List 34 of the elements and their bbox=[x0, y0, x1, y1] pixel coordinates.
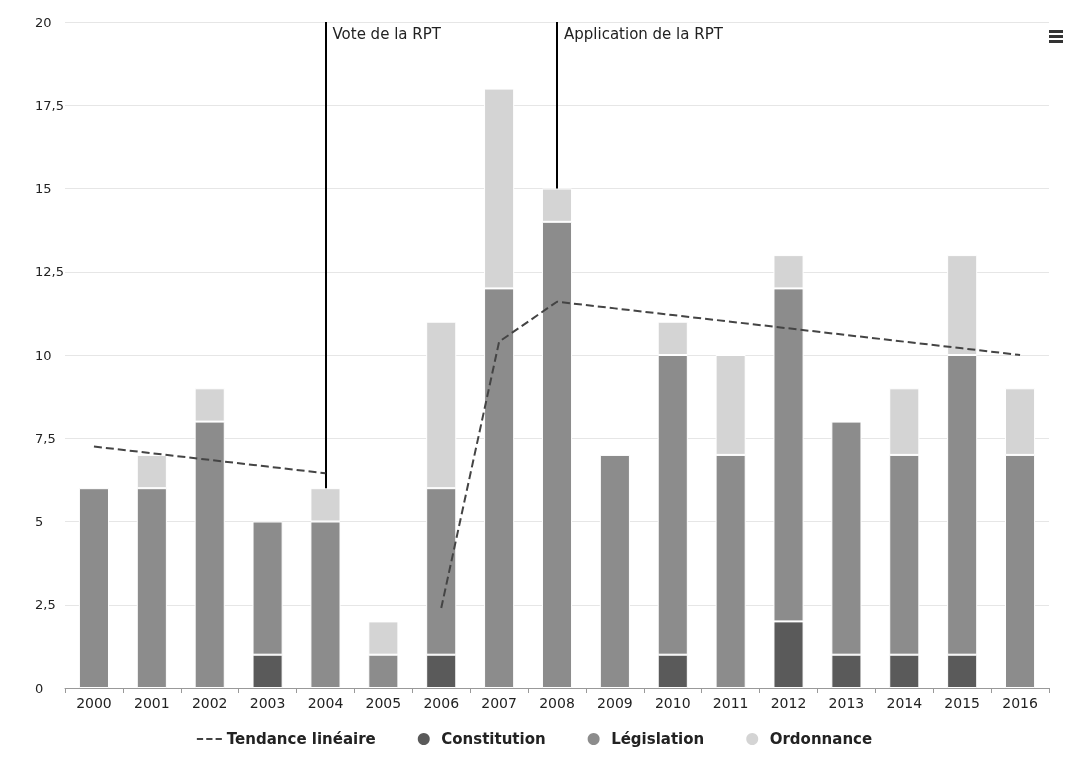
ref-line-label: Vote de la RPT bbox=[332, 25, 442, 43]
x-tick-label: 2013 bbox=[828, 695, 865, 711]
x-tick-label: 2014 bbox=[886, 695, 923, 711]
x-tick-label: 2000 bbox=[76, 695, 112, 711]
y-tick-label: 2,5 bbox=[35, 597, 56, 613]
y-tick-label: 17,5 bbox=[35, 97, 64, 113]
x-tick-label: 2002 bbox=[191, 695, 228, 711]
y-tick-label: 5 bbox=[35, 514, 44, 529]
y-tick-label: 10 bbox=[35, 347, 52, 363]
x-tick-label: 2003 bbox=[249, 695, 286, 711]
y-tick-label: 20 bbox=[35, 14, 52, 30]
x-tick-label: 2015 bbox=[944, 695, 980, 711]
x-tick-label: 2005 bbox=[365, 695, 402, 711]
y-tick-label: 12,5 bbox=[35, 264, 64, 280]
legend-label: Tendance linéaire bbox=[226, 730, 376, 748]
x-tick-label: 2007 bbox=[481, 695, 517, 711]
x-tick-label: 2001 bbox=[134, 695, 170, 711]
legend-label: Ordonnance bbox=[769, 730, 873, 748]
legend-label: Constitution bbox=[441, 730, 546, 748]
ref-line-label: Application de la RPT bbox=[564, 25, 724, 43]
x-tick-label: 2012 bbox=[770, 695, 807, 711]
bar bbox=[78, 488, 109, 688]
bar bbox=[599, 454, 630, 688]
x-tick-label: 2004 bbox=[307, 695, 344, 711]
y-tick-label: 7,5 bbox=[35, 430, 56, 446]
x-tick-label: 2011 bbox=[712, 695, 749, 711]
x-tick-label: 2010 bbox=[654, 695, 691, 711]
legend-label: Législation bbox=[611, 730, 705, 748]
x-tick-label: 2006 bbox=[423, 695, 460, 711]
y-tick-label: 0 bbox=[35, 680, 44, 696]
y-tick-label: 15 bbox=[35, 181, 52, 196]
x-tick-label: 2009 bbox=[597, 695, 633, 711]
x-tick-label: 2016 bbox=[1002, 695, 1038, 711]
x-tick-label: 2008 bbox=[539, 695, 575, 711]
